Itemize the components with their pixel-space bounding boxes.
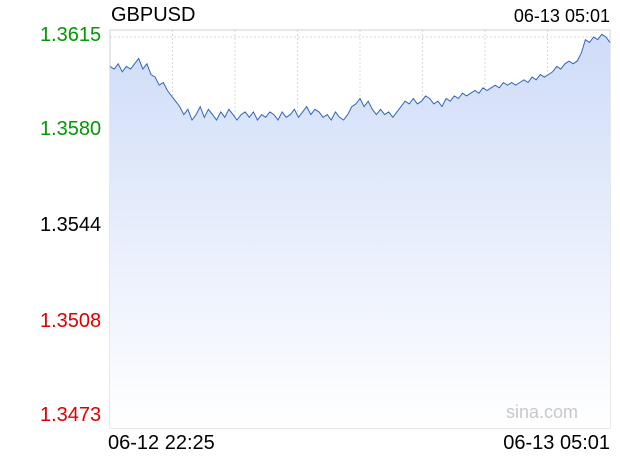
y-tick-label: 1.3580 [40,117,102,140]
timestamp-label: 06-13 05:01 [513,6,610,26]
y-tick-label: 1.3473 [40,404,102,426]
x-axis-start-label: 06-12 22:25 [108,432,215,454]
chart-title: GBPUSD [111,4,196,26]
y-tick-label: 1.3544 [40,214,102,236]
y-tick-label: 1.3615 [40,24,102,46]
y-tick-label: 1.3508 [40,310,102,333]
x-axis-end-label: 06-13 05:01 [503,432,610,454]
price-area [110,34,610,429]
watermark: sina.com [506,402,579,422]
price-line [109,33,611,122]
